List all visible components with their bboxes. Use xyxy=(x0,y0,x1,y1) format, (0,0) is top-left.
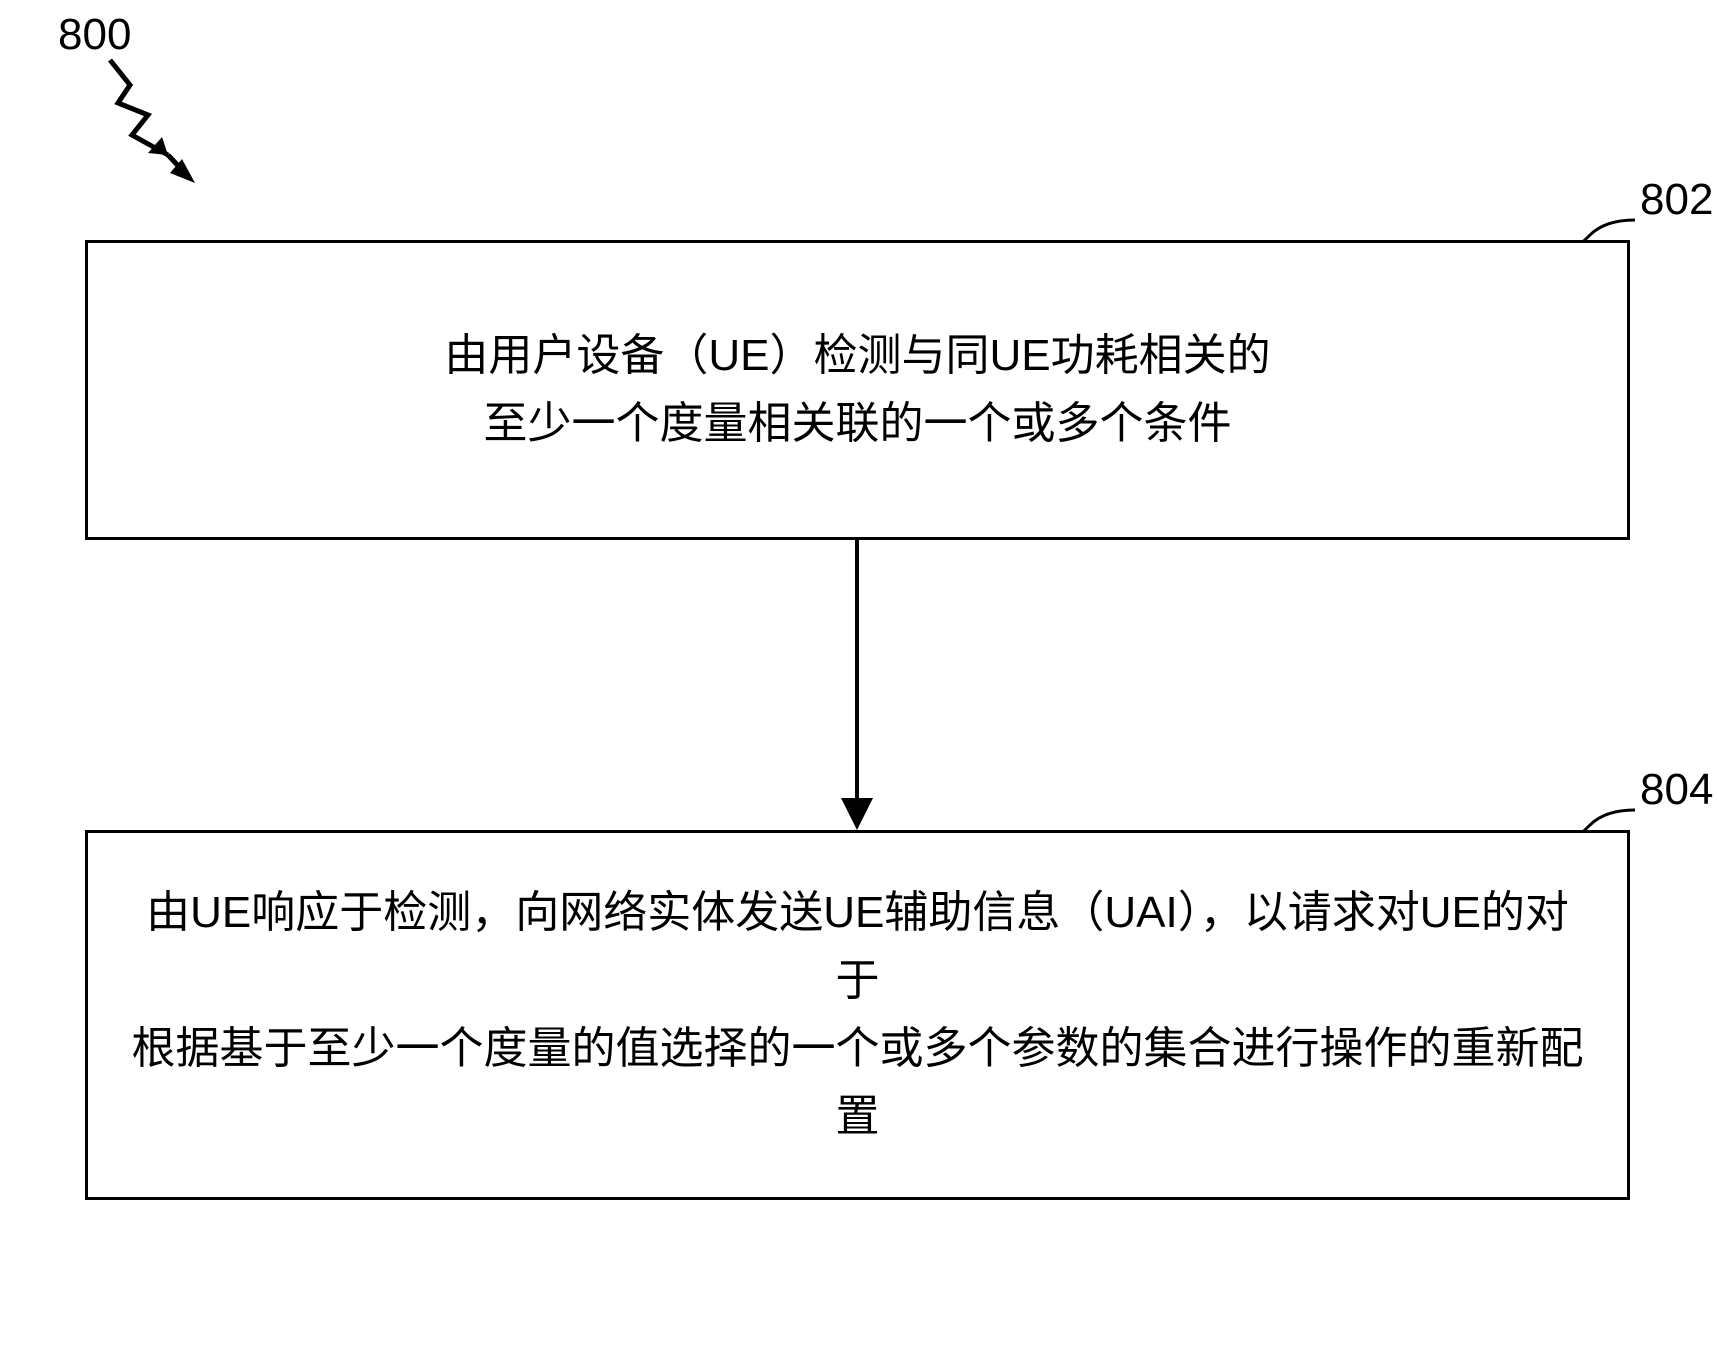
flowchart-connector-arrow xyxy=(835,540,879,832)
figure-number-label: 800 xyxy=(58,10,131,60)
ref-label-804: 804 xyxy=(1640,765,1713,815)
flowchart-step-804: 由UE响应于检测，向网络实体发送UE辅助信息（UAI），以请求对UE的对于 根据… xyxy=(85,830,1630,1200)
flowchart-canvas: 800 802 由用户设备（UE）检测与同UE功耗相关的 至少一个度量相关联的一… xyxy=(0,0,1719,1364)
figure-pointer-arrow xyxy=(100,55,210,195)
step-802-text: 由用户设备（UE）检测与同UE功耗相关的 至少一个度量相关联的一个或多个条件 xyxy=(444,322,1270,458)
step-804-text: 由UE响应于检测，向网络实体发送UE辅助信息（UAI），以请求对UE的对于 根据… xyxy=(128,879,1587,1152)
flowchart-step-802: 由用户设备（UE）检测与同UE功耗相关的 至少一个度量相关联的一个或多个条件 xyxy=(85,240,1630,540)
ref-label-802: 802 xyxy=(1640,175,1713,225)
